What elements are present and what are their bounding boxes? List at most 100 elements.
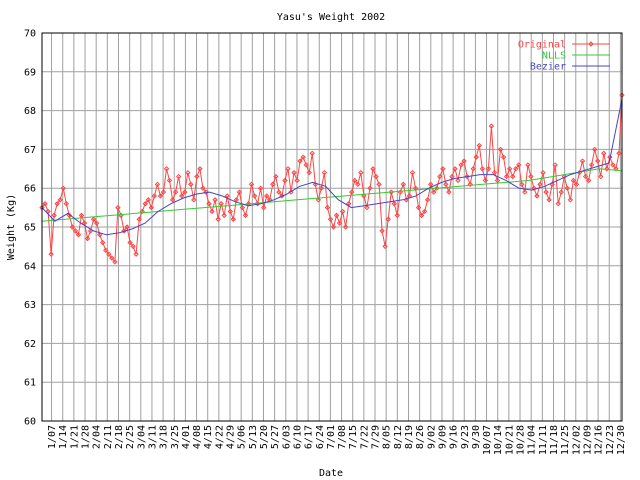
data-point: [482, 177, 489, 184]
data-point: [379, 228, 385, 234]
data-point: [206, 201, 212, 207]
y-tick-label: 70: [24, 29, 36, 40]
y-tick-label: 67: [24, 145, 36, 156]
x-tick-label: 7/01: [326, 425, 337, 449]
data-point: [78, 212, 85, 219]
x-tick-label: 4/01: [181, 425, 192, 449]
x-tick-labels: 1/07 1/14 1/21 1/28 2/04 2/11 2/18 2/25 3/04 3/11…: [47, 425, 627, 455]
data-point: [558, 189, 564, 195]
data-point: [130, 243, 136, 250]
data-point: [200, 185, 206, 191]
data-point: [169, 197, 176, 203]
data-point: [279, 193, 285, 199]
data-point: [376, 181, 382, 188]
data-point: [485, 166, 492, 172]
data-point: [209, 208, 215, 215]
data-point: [552, 162, 558, 168]
data-point: [197, 166, 203, 172]
data-point: [333, 212, 340, 219]
data-point: [598, 173, 604, 180]
data-point: [172, 189, 179, 195]
data-point: [418, 212, 425, 219]
data-point: [409, 169, 416, 176]
legend-label-original: Original: [518, 40, 566, 51]
data-point: [382, 243, 388, 250]
series-line-bezier: [41, 98, 623, 236]
x-tick-label: 12/02: [571, 425, 582, 455]
data-point: [242, 212, 249, 219]
data-point: [127, 239, 133, 246]
x-tick-label: 1/14: [58, 425, 69, 449]
x-tick-label: 12/09: [582, 425, 593, 455]
x-tick-label: 3/18: [159, 425, 170, 449]
x-tick-label: 2/18: [114, 425, 125, 449]
x-tick-label: 1/07: [47, 425, 58, 449]
data-point: [327, 216, 334, 222]
data-point: [69, 224, 76, 230]
data-point: [619, 92, 625, 98]
data-point: [321, 169, 328, 176]
x-tick-label: 5/20: [259, 425, 270, 449]
data-point: [248, 181, 255, 188]
x-tick-label: 9/02: [426, 425, 437, 449]
data-point: [188, 181, 194, 188]
data-point: [349, 189, 355, 195]
x-tick-label: 9/30: [471, 425, 482, 449]
data-point: [166, 177, 173, 184]
data-point: [543, 189, 549, 195]
data-point: [330, 224, 337, 230]
data-point: [437, 173, 443, 180]
y-tick-label: 61: [24, 378, 36, 389]
data-point: [406, 193, 413, 199]
x-tick-label: 4/15: [203, 425, 214, 449]
data-point: [72, 228, 79, 234]
data-point: [300, 154, 306, 160]
x-tick-label: 4/08: [192, 425, 203, 449]
data-point: [75, 232, 82, 238]
data-point: [339, 208, 346, 215]
data-point: [427, 181, 434, 188]
data-point: [394, 212, 400, 219]
data-point: [601, 150, 607, 156]
x-tick-label: 7/29: [371, 425, 382, 449]
y-tick-label: 69: [24, 67, 36, 78]
data-point: [424, 197, 431, 203]
data-point: [570, 177, 577, 184]
data-point: [458, 162, 464, 168]
x-tick-label: 1/28: [81, 425, 92, 449]
data-point: [567, 197, 574, 203]
data-point: [503, 173, 510, 180]
data-point: [373, 173, 379, 180]
data-point: [163, 166, 170, 172]
data-point: [488, 123, 495, 129]
data-point: [215, 216, 221, 222]
x-tick-label: 6/10: [292, 425, 303, 449]
x-tick-label: 11/04: [527, 425, 538, 455]
data-point: [537, 181, 543, 188]
data-point: [385, 216, 391, 222]
data-point: [221, 212, 227, 219]
data-point: [84, 235, 91, 242]
data-point: [236, 189, 243, 195]
data-point: [431, 189, 437, 195]
data-point: [506, 166, 513, 172]
legend-marker: [588, 41, 594, 47]
x-tick-label: 8/26: [415, 425, 426, 449]
data-point: [260, 204, 267, 211]
data-point: [100, 239, 106, 246]
data-point: [87, 228, 94, 234]
x-tick-label: 9/23: [460, 425, 471, 449]
data-point: [576, 169, 583, 176]
data-point: [185, 169, 191, 176]
data-point: [555, 201, 561, 207]
x-tick-label: 11/11: [538, 425, 549, 455]
x-axis-label: Date: [319, 468, 343, 479]
x-tick-label: 7/15: [348, 425, 359, 449]
data-point: [160, 189, 167, 195]
data-point: [282, 177, 288, 184]
data-point: [324, 204, 331, 211]
x-tick-label: 11/25: [560, 425, 571, 455]
data-point: [118, 212, 124, 219]
